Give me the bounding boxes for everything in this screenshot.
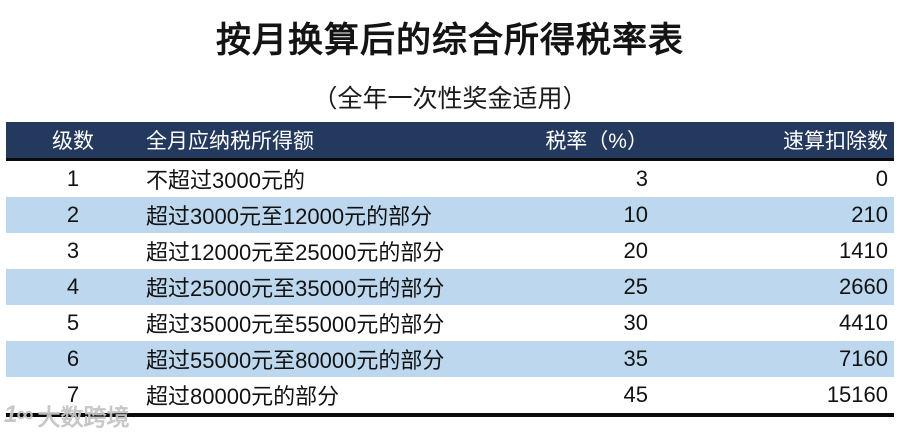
table-row: 3 超过12000元至25000元的部分 20 1410: [6, 233, 894, 269]
deduction-cell: 7160: [839, 346, 888, 371]
income-cell: 超过25000元至35000元的部分: [146, 276, 445, 301]
income-cell: 超过35000元至55000元的部分: [146, 312, 445, 337]
level-cell: 1: [66, 166, 80, 191]
income-cell: 超过55000元至80000元的部分: [146, 348, 445, 373]
watermark-text: 大数跨境: [37, 404, 130, 430]
table-row: 1 不超过3000元的 3 0: [6, 160, 894, 198]
column-header-rate: 税率（%）: [496, 122, 656, 161]
level-cell: 7: [66, 382, 80, 407]
level-cell: 2: [66, 202, 80, 227]
table-row: 2 超过3000元至12000元的部分 10 210: [6, 197, 894, 233]
rate-cell: 45: [623, 382, 648, 407]
rate-cell: 20: [623, 238, 648, 263]
page-subtitle: （全年一次性奖金适用）: [312, 85, 588, 113]
level-cell: 6: [66, 346, 80, 371]
deduction-cell: 0: [875, 166, 888, 191]
income-cell: 超过12000元至25000元的部分: [146, 240, 445, 265]
deduction-cell: 15160: [826, 382, 888, 407]
rate-cell: 25: [623, 274, 648, 299]
deduction-cell: 2660: [839, 274, 888, 299]
watermark-logo-icon: 1∞: [4, 401, 33, 428]
rate-cell: 10: [623, 202, 648, 227]
table-row: 5 超过35000元至55000元的部分 30 4410: [6, 305, 894, 341]
deduction-cell: 210: [851, 202, 888, 227]
watermark: 1∞ 大数跨境: [4, 398, 129, 432]
level-cell: 3: [66, 238, 80, 263]
income-cell: 超过80000元的部分: [146, 384, 340, 409]
table-row: 7 超过80000元的部分 45 15160: [6, 377, 894, 415]
column-header-level: 级数: [6, 122, 140, 161]
table-row: 6 超过55000元至80000元的部分 35 7160: [6, 341, 894, 377]
income-cell: 超过3000元至12000元的部分: [146, 204, 433, 229]
level-cell: 4: [66, 274, 80, 299]
rate-cell: 35: [623, 346, 648, 371]
level-cell: 5: [66, 310, 80, 335]
rate-cell: 30: [623, 310, 648, 335]
deduction-cell: 4410: [839, 310, 888, 335]
rate-cell: 3: [635, 166, 648, 191]
column-header-deduction: 速算扣除数: [656, 122, 894, 161]
income-cell: 不超过3000元的: [146, 168, 305, 193]
table-header-row: 级数 全月应纳税所得额 税率（%） 速算扣除数: [6, 122, 894, 161]
table-row: 4 超过25000元至35000元的部分 25 2660: [6, 269, 894, 305]
column-header-income: 全月应纳税所得额: [140, 122, 496, 161]
page-title: 按月换算后的综合所得税率表: [215, 21, 684, 60]
tax-rate-table: 级数 全月应纳税所得额 税率（%） 速算扣除数 1 不超过3000元的 3 0 …: [6, 122, 894, 417]
deduction-cell: 1410: [839, 238, 888, 263]
